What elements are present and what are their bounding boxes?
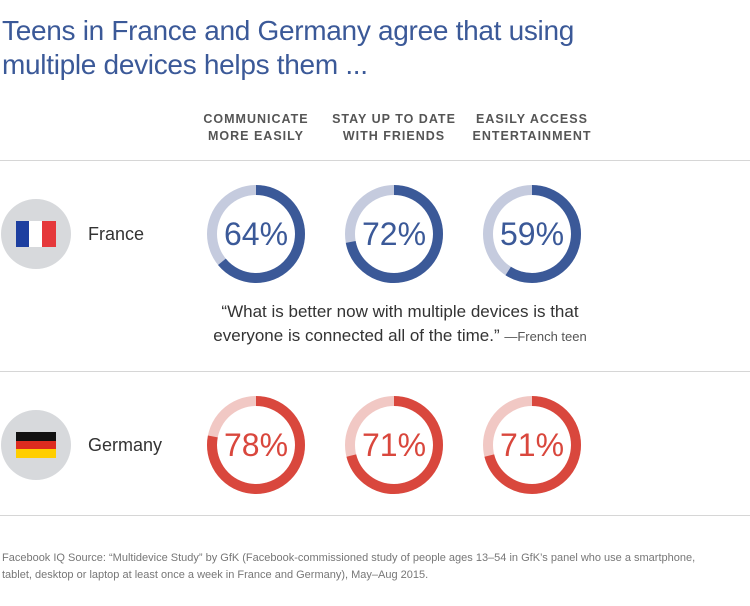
column-header-line: EASILY ACCESS [476,112,588,126]
teen-quote: “What is better now with multiple device… [180,300,620,349]
donut-germany-communicate: 78% [206,395,306,495]
column-header-line: MORE EASILY [208,129,304,143]
quote-attribution: —French teen [504,329,587,344]
column-header-line: STAY UP TO DATE [332,112,456,126]
donut-svg [483,185,581,283]
donut-value-label: 72% [361,216,427,252]
donut-value-arc [345,185,443,283]
column-header-entertainment: EASILY ACCESS ENTERTAINMENT [457,111,607,145]
donut-svg [207,185,305,283]
donut-value-arc [483,396,581,494]
country-label-france: France [88,224,145,244]
donut-value-arc [207,185,305,283]
flag-stripe [42,221,56,247]
donut-value-arc [207,396,305,494]
column-header-line: ENTERTAINMENT [472,129,592,143]
donut-svg [483,396,581,494]
chart-title: Teens in France and Germany agree that u… [2,14,602,82]
donut-germany-entertainment: 71% [482,395,582,495]
divider [0,160,750,161]
donut-svg [345,185,443,283]
flag-stripe [16,441,56,450]
flag-stripe [16,221,30,247]
donut-value-arc [483,185,581,283]
flag-stripe [29,221,43,247]
column-header-line: COMMUNICATE [203,112,309,126]
donut-svg [345,396,443,494]
flag-stripe [16,432,56,441]
france-flag-badge [1,199,71,269]
donut-value-label: 78% [223,427,289,463]
donut-france-stay-up-to-date: 72% [344,184,444,284]
germany-flag-icon [16,432,56,458]
column-header-communicate: COMMUNICATE MORE EASILY [181,111,331,145]
source-line-1: Facebook IQ Source: “Multidevice Study” … [2,552,696,564]
source-note: Facebook IQ Source: “Multidevice Study” … [2,550,747,584]
divider [0,515,750,516]
donut-germany-stay-up-to-date: 71% [344,395,444,495]
donut-value-label: 71% [499,427,565,463]
quote-line-2: everyone is connected all of the time.” [213,326,500,345]
divider [0,371,750,372]
donut-france-entertainment: 59% [482,184,582,284]
donut-value-label: 71% [361,427,427,463]
donut-france-communicate: 64% [206,184,306,284]
quote-line-1: “What is better now with multiple device… [221,302,579,321]
donut-value-label: 64% [223,216,289,252]
donut-value-label: 59% [499,216,565,252]
country-label-germany: Germany [88,435,163,455]
germany-flag-badge [1,410,71,480]
flag-stripe [16,449,56,458]
column-header-line: WITH FRIENDS [342,129,446,143]
column-header-stay-up-to-date: STAY UP TO DATE WITH FRIENDS [319,111,469,145]
donut-value-arc [345,396,443,494]
donut-svg [207,396,305,494]
source-line-2: tablet, desktop or laptop at least once … [2,569,429,581]
france-flag-icon [16,221,56,247]
title-line-1: Teens in France and Germany agree that u… [2,15,575,46]
title-line-2: multiple devices helps them ... [2,49,368,80]
